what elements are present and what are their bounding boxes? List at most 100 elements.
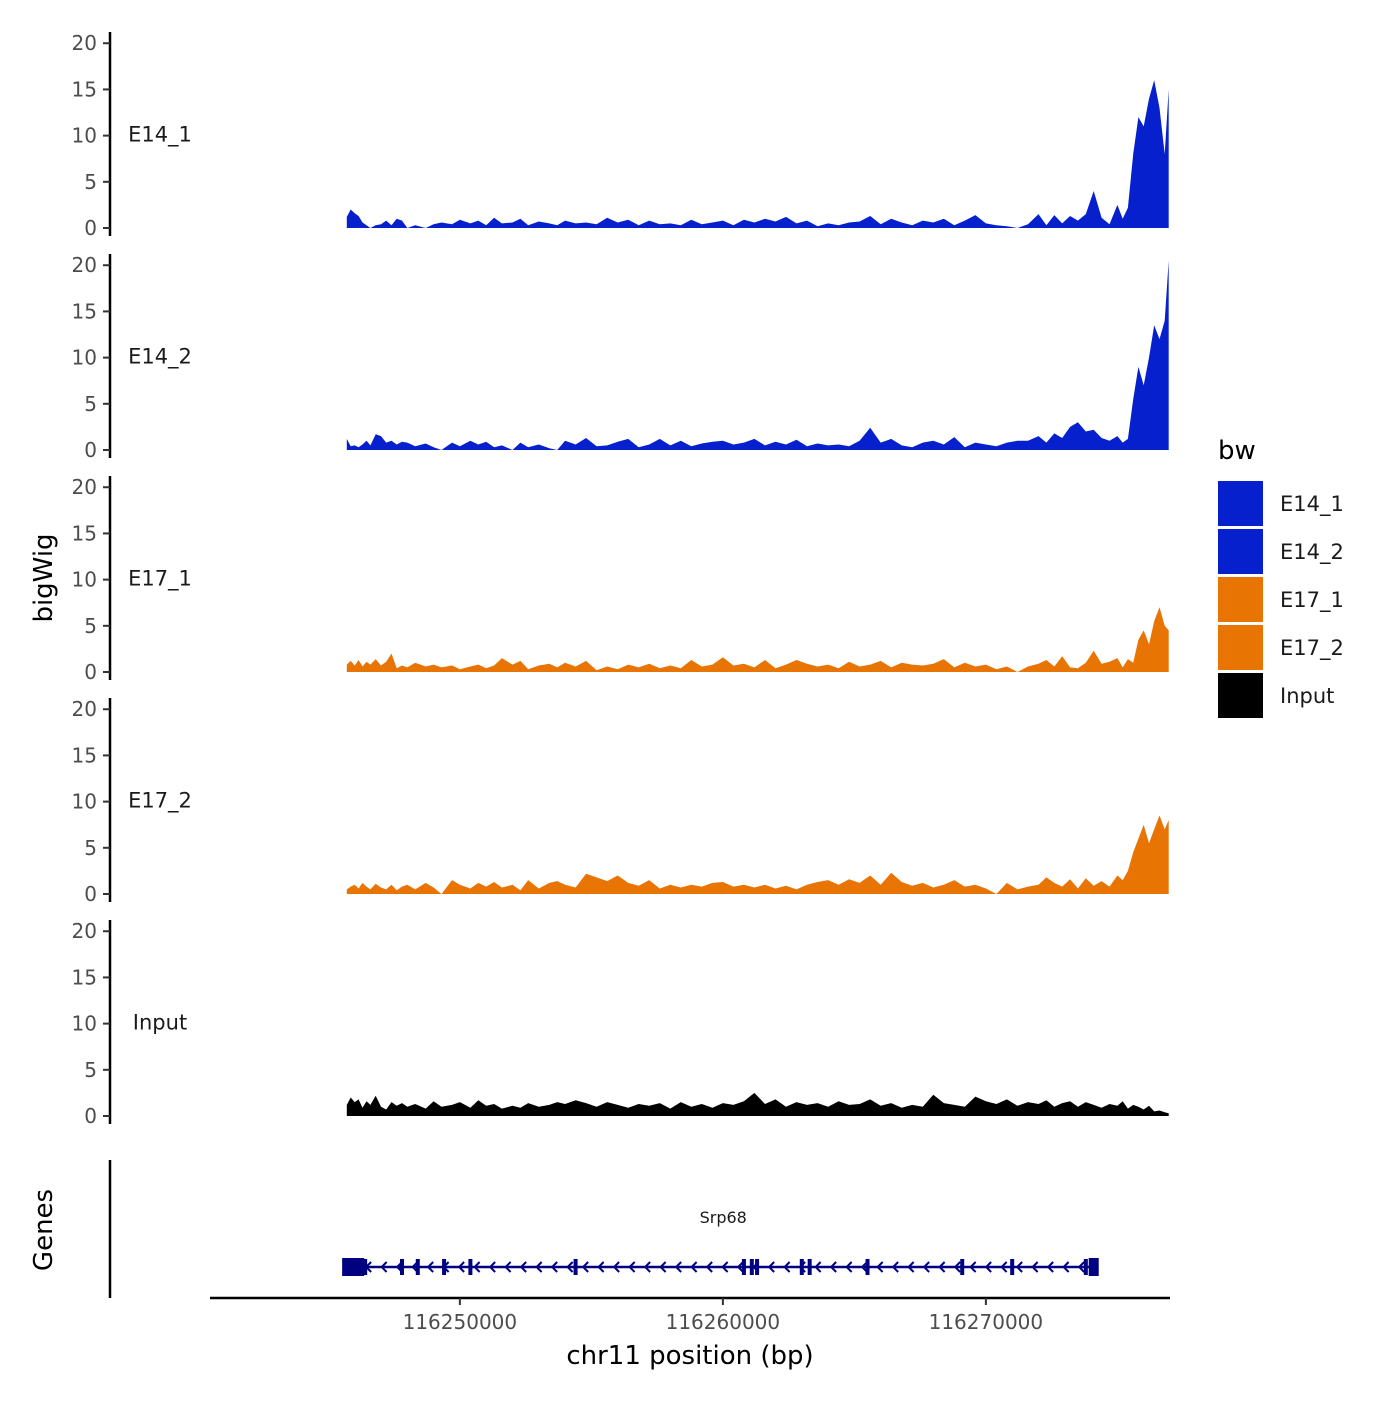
y-tick-label: 10 [72, 568, 97, 592]
strand-arrow [457, 1261, 465, 1273]
series-area-E17_2 [346, 815, 1169, 894]
strand-arrow [597, 1261, 605, 1273]
y-tick-label: 0 [84, 216, 97, 240]
strand-arrow [488, 1261, 496, 1273]
y-tick-label: 0 [84, 1104, 97, 1128]
track-label: Input [133, 1011, 187, 1035]
y-tick-label: 15 [72, 77, 97, 101]
gene-label: Srp68 [700, 1208, 747, 1227]
legend-item-E17_1: E17_1 [1218, 577, 1344, 622]
exon [442, 1259, 447, 1275]
strand-arrow [628, 1261, 636, 1273]
exon [865, 1259, 870, 1275]
strand-arrow [938, 1261, 946, 1273]
legend-item-E14_2: E14_2 [1218, 529, 1344, 574]
exon [755, 1259, 760, 1275]
strand-arrow [767, 1261, 775, 1273]
track-panels: 0 5 10 15 20 E14_1 0 5 10 15 20 E14_2 0 5 10 15 20 E17_1 0… [72, 31, 1169, 1128]
y-tick-label: 5 [84, 614, 97, 638]
strand-arrow [922, 1261, 930, 1273]
strand-arrow [984, 1261, 992, 1273]
strand-arrow [876, 1261, 884, 1273]
exon [749, 1259, 754, 1275]
strand-arrow [891, 1261, 899, 1273]
series-area-E17_1 [346, 607, 1169, 672]
legend-title: bw [1218, 436, 1256, 466]
strand-arrow [814, 1261, 822, 1273]
y-tick-label: 5 [84, 392, 97, 416]
strand-arrow [907, 1261, 915, 1273]
y-tick-label: 0 [84, 882, 97, 906]
strand-arrow [860, 1261, 868, 1273]
legend-label: E17_1 [1280, 588, 1344, 613]
series-area-E14_2 [346, 260, 1169, 450]
y-tick-label: 20 [72, 697, 97, 721]
track-label: E17_1 [128, 567, 192, 592]
strand-arrow [535, 1261, 543, 1273]
strand-arrow [1000, 1261, 1008, 1273]
y-axis-title: bigWig [29, 533, 59, 622]
strand-arrow [969, 1261, 977, 1273]
series-area-Input [346, 1092, 1169, 1116]
strand-arrow [953, 1261, 961, 1273]
strand-arrow [519, 1261, 527, 1273]
strand-arrow [1015, 1261, 1023, 1273]
strand-arrow [721, 1261, 729, 1273]
strand-arrow [845, 1261, 853, 1273]
strand-arrow [674, 1261, 682, 1273]
exon [400, 1259, 404, 1275]
strand-arrow [612, 1261, 620, 1273]
legend-label: E14_2 [1280, 540, 1344, 565]
y-tick-label: 5 [84, 1058, 97, 1082]
track-label: E14_2 [128, 345, 192, 370]
exon [342, 1258, 365, 1276]
strand-arrow [1077, 1261, 1085, 1273]
track-panel-Input: 0 5 10 15 20 Input [72, 919, 1169, 1128]
legend-swatch [1218, 577, 1263, 622]
exon [960, 1259, 965, 1275]
strand-arrow [705, 1261, 713, 1273]
track-label: E17_2 [128, 789, 192, 814]
genes-panel: Srp68 [108, 1160, 1099, 1298]
y-tick-label: 20 [72, 31, 97, 55]
exon [347, 1259, 352, 1275]
genes-axis-title: Genes [29, 1189, 59, 1271]
y-tick-label: 15 [72, 299, 97, 323]
legend-item-E14_1: E14_1 [1218, 481, 1344, 526]
strand-arrow [643, 1261, 651, 1273]
legend-swatch [1218, 625, 1263, 670]
y-tick-label: 20 [72, 475, 97, 499]
y-tick-label: 10 [72, 790, 97, 814]
strand-arrow [1031, 1261, 1039, 1273]
track-label: E14_1 [128, 123, 192, 148]
y-tick-label: 5 [84, 170, 97, 194]
legend-label: E14_1 [1280, 492, 1344, 517]
exon [741, 1259, 746, 1275]
strand-arrow [380, 1261, 388, 1273]
track-panel-E17_2: 0 5 10 15 20 E17_2 [72, 697, 1169, 906]
exon [573, 1259, 578, 1275]
series-area-E14_1 [346, 80, 1169, 228]
y-tick-label: 10 [72, 124, 97, 148]
strand-arrow [1046, 1261, 1054, 1273]
strand-arrow [473, 1261, 481, 1273]
strand-arrow [659, 1261, 667, 1273]
strand-arrow [426, 1261, 434, 1273]
y-tick-label: 20 [72, 253, 97, 277]
strand-arrow [1062, 1261, 1070, 1273]
strand-arrow [690, 1261, 698, 1273]
legend-item-Input: Input [1218, 673, 1334, 718]
y-tick-label: 15 [72, 521, 97, 545]
strand-arrow [581, 1261, 589, 1273]
legend-label: Input [1280, 684, 1334, 708]
y-tick-label: 5 [84, 836, 97, 860]
legend: E14_1 E14_2 E17_1 E17_2 Input [1218, 481, 1344, 718]
y-tick-label: 15 [72, 743, 97, 767]
legend-swatch [1218, 481, 1263, 526]
strand-arrow [504, 1261, 512, 1273]
track-panel-E14_2: 0 5 10 15 20 E14_2 [72, 253, 1169, 462]
exon [1088, 1258, 1099, 1276]
x-tick-label: 116250000 [403, 1310, 518, 1334]
legend-label: E17_2 [1280, 636, 1344, 661]
